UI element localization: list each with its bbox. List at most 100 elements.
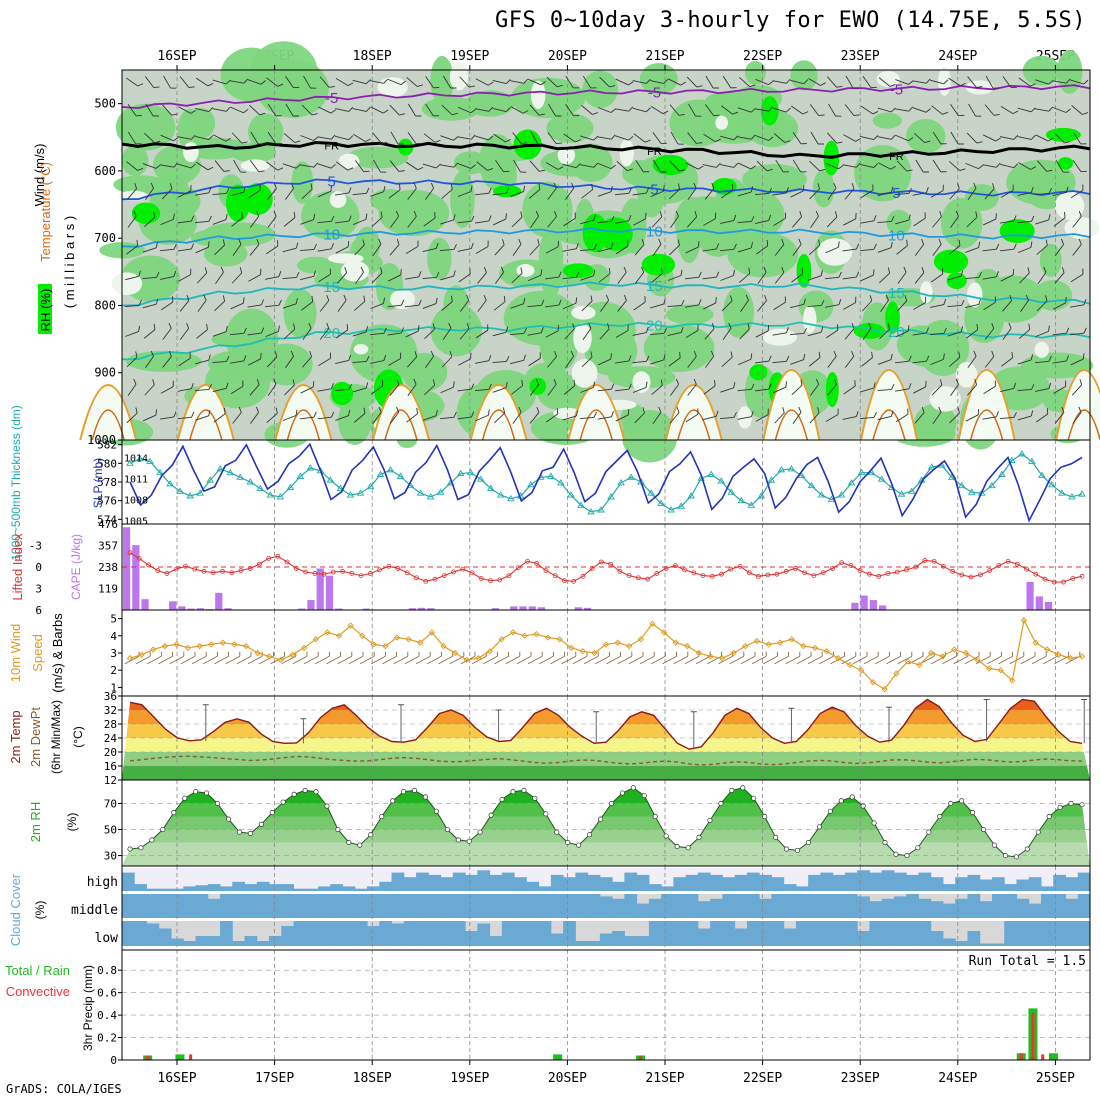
date-label-top: 19SEP bbox=[450, 49, 489, 64]
barb-shaft bbox=[336, 161, 348, 171]
barb-shaft bbox=[615, 220, 629, 224]
barb-flag bbox=[135, 115, 142, 117]
barb-flag bbox=[852, 87, 859, 89]
barb-shaft bbox=[230, 302, 244, 310]
barb-shaft bbox=[423, 217, 436, 227]
wind-barb bbox=[352, 355, 370, 364]
barb-shaft bbox=[773, 218, 786, 226]
barb-flag bbox=[536, 406, 540, 413]
wind-barb bbox=[667, 326, 684, 337]
cloud-cell bbox=[820, 894, 834, 918]
barb-shaft bbox=[950, 384, 959, 396]
barb-shaft bbox=[230, 360, 244, 364]
barb-flag bbox=[851, 182, 855, 189]
barb-shaft bbox=[880, 300, 889, 312]
barb-shaft bbox=[335, 192, 349, 196]
barb-shaft bbox=[125, 331, 139, 337]
barb-flag bbox=[955, 378, 959, 385]
barb-shaft bbox=[998, 655, 1013, 665]
barb-flag bbox=[783, 171, 790, 173]
barb-shaft bbox=[860, 135, 874, 141]
wind-barb bbox=[475, 409, 490, 422]
wind-barb bbox=[406, 351, 418, 368]
barb-flag bbox=[593, 135, 599, 141]
thickness-point bbox=[186, 492, 194, 499]
li-point bbox=[173, 566, 179, 572]
thickness-point bbox=[687, 492, 695, 499]
barb-shaft bbox=[564, 328, 575, 340]
wind-barb bbox=[688, 103, 702, 117]
lifted-index-line bbox=[129, 552, 1083, 583]
barb-flag bbox=[611, 383, 615, 390]
barb-shaft bbox=[509, 332, 525, 336]
temp-minmax bbox=[202, 699, 1088, 750]
barb-flag bbox=[413, 210, 417, 217]
barb-shaft bbox=[225, 655, 241, 665]
barb-shaft bbox=[438, 655, 453, 665]
barb-shaft bbox=[457, 388, 472, 392]
wind-barb bbox=[862, 76, 877, 89]
wind10-barb bbox=[169, 651, 185, 665]
rh-moist-area bbox=[505, 319, 569, 340]
wind10-point bbox=[301, 644, 308, 651]
barb-shaft bbox=[424, 384, 435, 396]
wind-barb bbox=[827, 182, 837, 200]
barb-shaft bbox=[615, 414, 629, 422]
barb-flag bbox=[973, 350, 977, 357]
barb-flag bbox=[943, 79, 949, 85]
barb-flag bbox=[415, 115, 422, 117]
barb-flag bbox=[576, 271, 580, 278]
wind-barb bbox=[177, 163, 196, 169]
barb-shaft bbox=[285, 188, 294, 200]
barb-shaft bbox=[755, 219, 769, 225]
barb-shaft bbox=[1043, 655, 1058, 665]
barb-shaft bbox=[650, 105, 664, 115]
barb-flag bbox=[855, 138, 861, 142]
wind-barb bbox=[565, 103, 580, 117]
li-point bbox=[488, 578, 493, 584]
wind-barb bbox=[879, 323, 890, 340]
barb-flag bbox=[695, 115, 702, 117]
barb-shaft bbox=[539, 655, 554, 665]
thickness-point bbox=[376, 470, 385, 477]
wind-barb bbox=[965, 241, 981, 253]
wind-barb bbox=[740, 294, 749, 312]
barb-flag bbox=[226, 187, 230, 194]
wind-barb bbox=[669, 183, 681, 200]
barb-flag bbox=[976, 141, 983, 144]
wind-barb bbox=[195, 161, 214, 171]
barb-flag bbox=[904, 295, 908, 301]
rh-moist-area bbox=[1039, 243, 1062, 277]
wind-barb bbox=[807, 326, 824, 337]
rh-saturated-area bbox=[796, 253, 812, 288]
wind10-point bbox=[753, 637, 761, 645]
barb-flag bbox=[241, 141, 248, 144]
barb-shaft bbox=[615, 78, 629, 86]
wind-barb bbox=[423, 133, 441, 143]
barb-shaft bbox=[300, 386, 314, 394]
wind10-point bbox=[1009, 677, 1016, 684]
barb-shaft bbox=[425, 75, 434, 89]
cape-tick-label: 357 bbox=[98, 540, 118, 553]
cloud-cell bbox=[269, 936, 282, 946]
wind-barb bbox=[791, 105, 809, 115]
li-point bbox=[312, 571, 318, 576]
wind10-point bbox=[173, 641, 180, 648]
rh-point bbox=[630, 785, 636, 791]
barb-flag bbox=[453, 243, 457, 250]
barb-shaft bbox=[615, 360, 629, 364]
barb-flag bbox=[785, 187, 789, 193]
barb-flag bbox=[168, 350, 172, 357]
rh-moist-area bbox=[639, 63, 678, 95]
temp-band bbox=[122, 766, 1090, 780]
date-label-bottom: 25SEP bbox=[1036, 1071, 1075, 1086]
barb-flag bbox=[225, 137, 231, 142]
barb-shaft bbox=[844, 104, 855, 116]
cloud-cell bbox=[379, 894, 393, 918]
wind-barb bbox=[405, 325, 420, 338]
cape-bar bbox=[583, 607, 592, 610]
rh-point bbox=[182, 795, 188, 801]
barb-flag bbox=[381, 142, 388, 144]
pressure-tick-label: 600 bbox=[94, 164, 116, 178]
barb-shaft bbox=[231, 132, 243, 144]
